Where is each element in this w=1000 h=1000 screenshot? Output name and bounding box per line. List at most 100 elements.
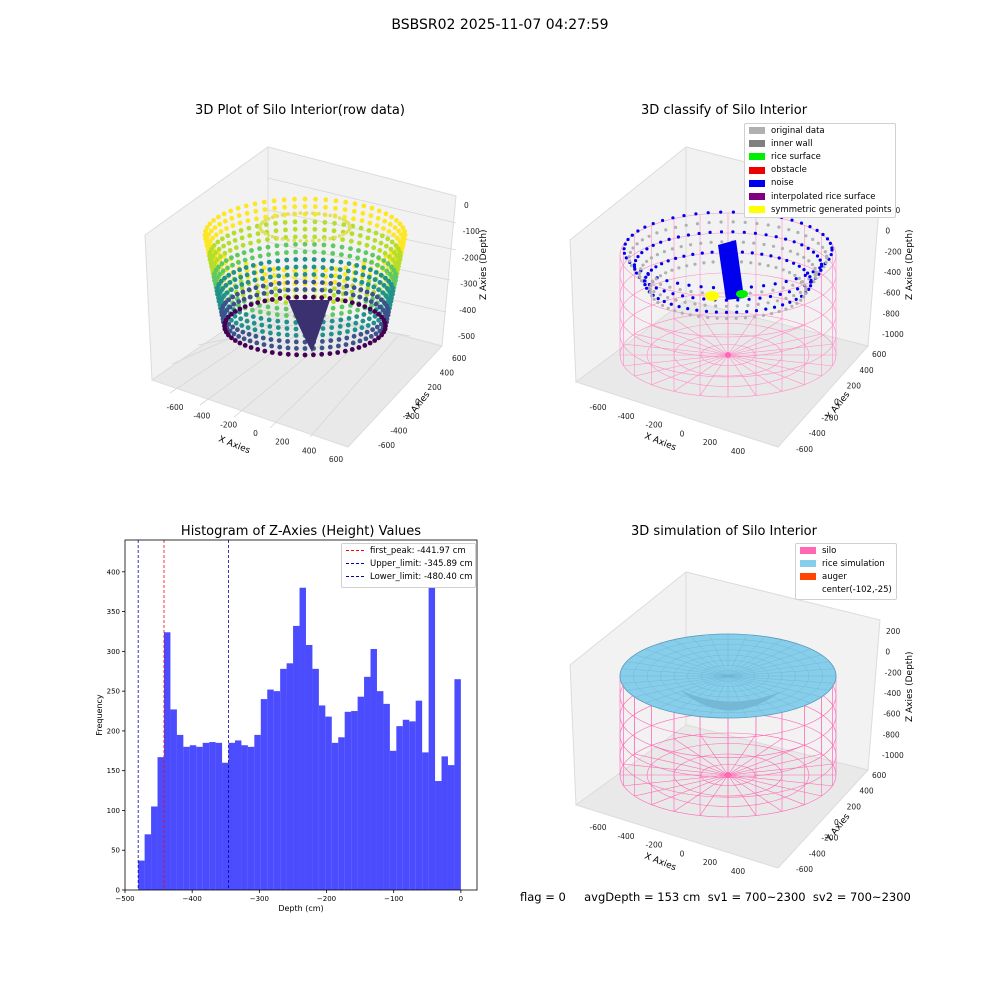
histogram-bar-31: [338, 737, 345, 890]
panel4-z-tick-6: 200: [886, 627, 901, 636]
panel4-legend-item-2: auger: [796, 570, 896, 583]
panel2-legend: original data inner wall rice surface obsta…: [744, 123, 896, 218]
panel2-z-tick-3: -400: [884, 268, 901, 277]
panel2-z-tick-1: -800: [883, 309, 900, 318]
panel4-rice-surface: [619, 633, 837, 778]
panel2-floor-pane: [574, 299, 869, 448]
histogram-legend-line-0: [346, 550, 364, 552]
histogram-bar-6: [176, 734, 184, 890]
panel4-z-tick-3: -400: [884, 689, 901, 698]
histogram-legend-label-2: Lower_limit: -480.40 cm: [370, 571, 473, 582]
histogram-frame: [124, 539, 478, 891]
panel2-legend-label-6: symmetric generated points: [771, 204, 892, 215]
histogram-bar-37: [376, 691, 384, 890]
panel4-legend-swatch-3: [800, 587, 816, 594]
panel2-legend-item-3: obstacle: [745, 164, 895, 177]
panel2-y-tick-6: 600: [872, 350, 887, 359]
panel2-x-tick-0: -600: [589, 403, 606, 412]
panel4-y-tick-1: -400: [809, 849, 826, 858]
histogram-bar-19: [260, 699, 268, 890]
histogram-bar-17: [247, 746, 255, 890]
panel4-legend: silo rice simulation auger center(-102,-25): [795, 543, 897, 600]
panel2-x-tick-2: -200: [645, 421, 662, 430]
histogram-bar-0: [138, 860, 145, 890]
histogram-y-tick-8: 400: [107, 568, 120, 576]
panel1-zlabel: Z Axies (Depth): [479, 229, 489, 300]
histogram-bar-23: [286, 663, 294, 890]
panel2-x-ticks: -600 -400 -200 0 200 400: [589, 403, 745, 456]
panel4-y-tick-6: 600: [872, 771, 887, 780]
histogram-y-tick-4: 200: [107, 727, 120, 735]
histogram-title: Histogram of Z-Axies (Height) Values: [180, 524, 422, 539]
panel1-point-cloud: [202, 196, 408, 358]
panel2-legend-swatch-0: [749, 127, 765, 135]
histogram-y-tick-2: 100: [107, 807, 120, 815]
panel2-z-tick-2: -600: [883, 289, 900, 298]
panel1-3d-axes: -600 -400 -200 0 200 400 600 -600 -400 -200 0 200 4…: [144, 146, 489, 464]
histogram-x-tick-3: −200: [317, 895, 336, 903]
histogram-bar-18: [254, 734, 261, 890]
panel1-y-tick-2: -200: [403, 412, 420, 421]
panel2-legend-label-4: noise: [771, 178, 794, 189]
histogram-reference-lines: [137, 540, 229, 890]
panel4-z-tick-5: 0: [885, 648, 890, 657]
histogram-x-ticks: −500 −400 −300 −200 −100 0: [115, 890, 463, 903]
panel1-z-tick-2: -300: [460, 280, 477, 289]
histogram-bar-26: [305, 645, 313, 890]
histogram-bar-22: [280, 668, 287, 890]
histogram-x-tick-2: −300: [250, 895, 269, 903]
panel4-legend-item-1: rice simulation: [796, 557, 896, 570]
panel2-y-tick-2: -200: [821, 413, 838, 422]
histogram-bar-29: [325, 716, 332, 890]
panel1-y-ticks: -600 -400 -200 0 200 400 600: [378, 354, 467, 450]
panel1-x-ticks: -600 -400 -200 0 200 400 600: [166, 403, 343, 464]
histogram-legend-label-0: first_peak: -441.97 cm: [370, 545, 466, 556]
panel2-legend-item-2: rice surface: [745, 150, 895, 163]
histogram-legend-item-1: Upper_limit: -345.89 cm: [342, 557, 475, 570]
panel4-silo-wireframe: [619, 633, 837, 818]
panel2-title: 3D classify of Silo Interior: [640, 103, 808, 118]
panel2-x-tick-5: 400: [731, 447, 746, 456]
panel1-y-tick-4: 200: [427, 383, 442, 392]
panel2-y-tick-4: 200: [847, 382, 862, 391]
histogram-y-tick-6: 300: [107, 648, 120, 656]
panel1-z-tick-3: -200: [462, 253, 479, 262]
panel4-title: 3D simulation of Silo Interior: [631, 524, 817, 539]
panel4-y-tick-3: 0: [834, 818, 839, 827]
histogram-bar-35: [364, 676, 371, 890]
histogram-bar-20: [267, 689, 274, 890]
status-line: flag = 0 avgDepth = 153 cm sv1 = 700~230…: [520, 890, 911, 904]
histogram-bar-36: [370, 648, 377, 890]
panel4-legend-swatch-2: [800, 573, 816, 581]
panel4-z-tick-4: -200: [885, 668, 902, 677]
histogram-legend-line-2: [346, 576, 364, 578]
histogram-bar-38: [383, 703, 390, 890]
histogram-bar-9: [196, 746, 203, 890]
panel1-y-tick-0: -600: [378, 441, 395, 450]
panel4-y-tick-2: -200: [821, 834, 838, 843]
histogram-bar-10: [202, 742, 210, 890]
panel1-y-tick-3: 0: [415, 398, 420, 407]
histogram-bar-47: [441, 756, 448, 890]
histogram-bar-48: [447, 765, 455, 890]
histogram-bar-49: [454, 679, 461, 890]
panel2-3d-axes: -600 -400 -200 0 200 400 -600 -400 -200 0 200 400 6…: [569, 145, 915, 456]
histogram-bar-14: [228, 742, 235, 890]
panel4-zlabel: Z Axies (Depth): [905, 651, 915, 722]
histogram-bar-30: [331, 742, 339, 890]
histogram-x-tick-0: −500: [115, 895, 134, 903]
histogram-y-tick-1: 50: [111, 847, 120, 855]
panel2-y-tick-3: 0: [834, 398, 839, 407]
panel4-x-tick-4: 200: [703, 858, 718, 867]
panel4-x-tick-2: -200: [645, 841, 662, 850]
panel2-legend-swatch-6: [749, 206, 765, 214]
panel4-x-tick-3: 0: [680, 849, 685, 858]
panel1-x-tick-2: -200: [220, 420, 237, 429]
panel4-legend-item-3: center(-102,-25): [796, 584, 896, 597]
panel1-panes: [144, 146, 457, 448]
panel4-z-ticks: -1000 -800 -600 -400 -200 0 200: [882, 627, 904, 760]
panel1-x-tick-5: 400: [302, 446, 317, 455]
histogram-bar-41: [402, 719, 410, 890]
panel2-legend-swatch-3: [749, 166, 765, 174]
histogram-bars: [138, 571, 461, 890]
